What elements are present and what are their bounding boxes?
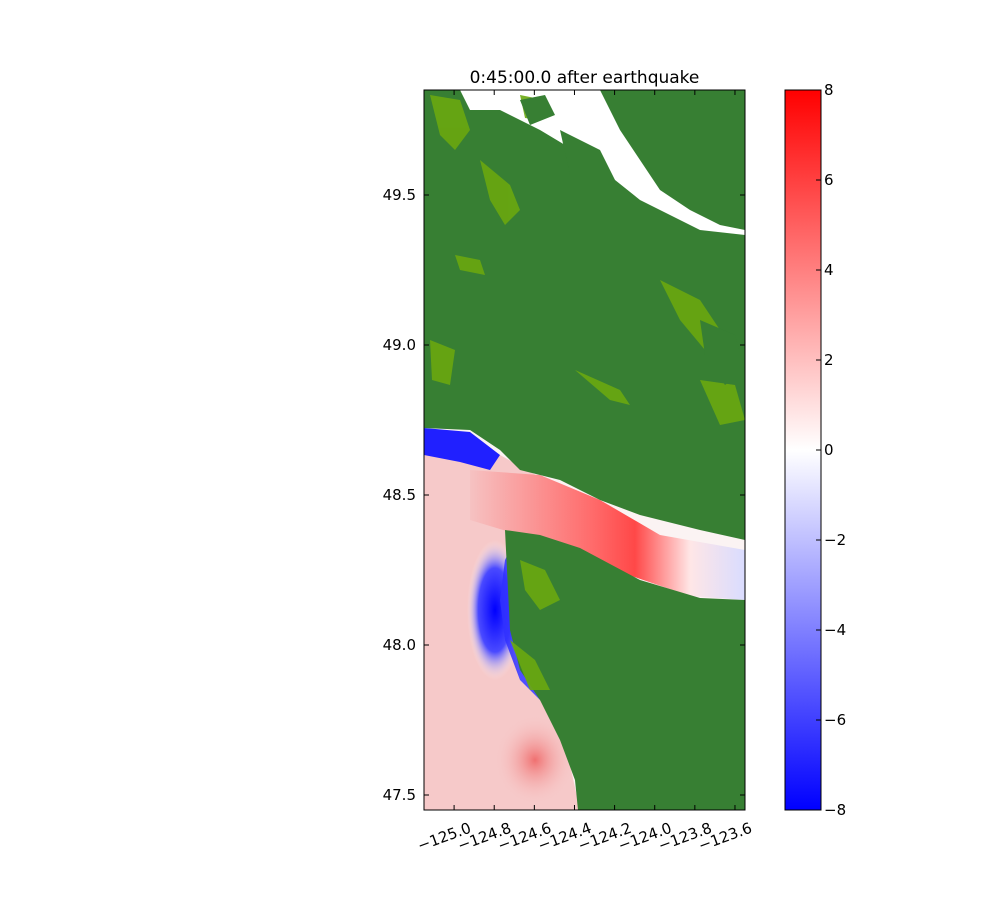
wave-trough-north xyxy=(424,428,500,470)
colorbar-tick-label: −4 xyxy=(824,621,846,639)
plot-frame xyxy=(423,89,746,811)
colorbar-tick-label: −8 xyxy=(824,801,846,819)
colorbar-tick-label: 8 xyxy=(824,81,834,99)
y-tick-label: 48.0 xyxy=(383,636,416,654)
strait-wave-crest xyxy=(470,470,745,600)
colorbar-tick-label: 2 xyxy=(824,351,834,369)
olympic-peninsula-land xyxy=(505,530,745,810)
colorbar-tick-label: 6 xyxy=(824,171,834,189)
colorbar-tick-label: 4 xyxy=(824,261,834,279)
y-tick-label: 47.5 xyxy=(383,786,416,804)
colorbar-axis: −8 −6 −4 −2 0 2 4 6 8 xyxy=(816,81,846,819)
wave-crest-south xyxy=(495,715,575,805)
y-tick-label: 49.0 xyxy=(383,336,416,354)
colorbar xyxy=(784,89,822,811)
offshore-wave-field xyxy=(424,440,745,810)
y-axis: 47.5 48.0 48.5 49.0 49.5 xyxy=(383,186,745,804)
y-tick-label: 49.5 xyxy=(383,186,416,204)
north-islands xyxy=(520,95,745,385)
chart-title: 0:45:00.0 after earthquake xyxy=(470,68,700,88)
mainland-north-land xyxy=(600,90,745,230)
y-tick-label: 48.5 xyxy=(383,486,416,504)
colorbar-tick-label: 0 xyxy=(824,441,834,459)
colorbar-tick-label: −2 xyxy=(824,531,846,549)
heatmap-area xyxy=(424,90,745,810)
colorbar-tick-label: −6 xyxy=(824,711,846,729)
